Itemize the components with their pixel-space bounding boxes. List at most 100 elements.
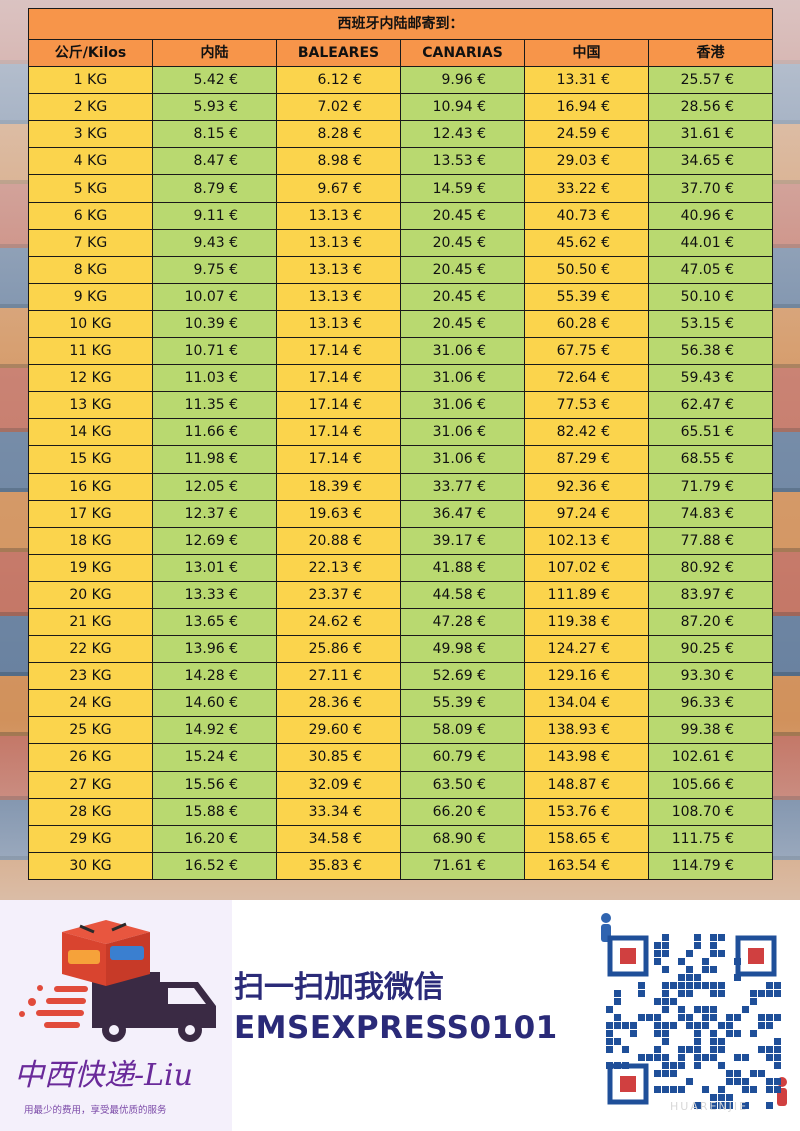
delivery-truck-icon [19,920,216,1042]
price-cell: 31.06 € [400,391,525,420]
weight-cell: 26 KG [28,743,153,772]
price-cell: 14.92 € [152,716,277,745]
weight-cell: 13 KG [28,391,153,420]
price-cell: 20.88 € [276,526,401,555]
price-cell: 37.70 € [647,174,774,203]
table-row: 17 KG 12.37 €19.63 €36.47 €97.24 €74.83 € [28,499,774,528]
header-china: 中国 [524,38,649,68]
price-cell: 119.38 € [524,607,649,637]
price-cell: 8.98 € [276,147,401,176]
weight-cell: 16 KG [28,472,153,501]
price-cell: 72.64 € [524,364,649,393]
price-cell: 143.98 € [524,743,649,772]
table-title: 西班牙内陆邮寄到： [27,8,774,40]
price-cell: 8.15 € [152,120,277,149]
price-cell: 158.65 € [524,824,649,853]
price-cell: 7.02 € [276,93,401,122]
price-cell: 20.45 € [400,282,525,311]
table-row: 21 KG 13.65 €24.62 €47.28 €119.38 €87.20 … [28,607,774,637]
weight-cell: 25 KG [28,716,153,745]
wechat-prompt: 扫一扫加我微信 [234,970,444,1005]
weight-cell: 24 KG [28,689,153,718]
price-cell: 33.34 € [276,797,401,826]
table-row: 12 KG 11.03 €17.14 €31.06 €72.64 €59.43 € [28,364,774,393]
price-cell: 10.39 € [152,309,277,339]
price-cell: 114.79 € [647,851,774,880]
price-cell: 13.13 € [276,282,401,311]
weight-cell: 6 KG [28,201,153,230]
qr-watermark: HUARENJIE [670,1100,749,1113]
price-cell: 17.14 € [276,337,401,366]
table-row: 23 KG 14.28 €27.11 €52.69 €129.16 €93.30 … [28,662,774,691]
qr-code-icon[interactable] [592,910,792,1120]
price-cell: 77.88 € [647,526,774,555]
price-cell: 153.76 € [524,797,649,826]
price-cell: 93.30 € [647,662,774,691]
price-cell: 14.28 € [152,662,277,691]
price-cell: 34.65 € [647,147,774,176]
price-cell: 31.06 € [400,364,525,393]
table-row: 5 KG 8.79 €9.67 €14.59 €33.22 €37.70 € [28,174,774,203]
price-cell: 16.52 € [152,851,277,880]
weight-cell: 9 KG [28,282,153,311]
price-cell: 13.13 € [276,255,401,284]
price-cell: 96.33 € [647,689,774,718]
price-cell: 31.06 € [400,337,525,366]
price-cell: 50.10 € [647,282,774,311]
price-cell: 56.38 € [647,337,774,366]
price-cell: 102.61 € [647,743,774,772]
weight-cell: 3 KG [28,120,153,149]
price-cell: 71.79 € [647,472,774,501]
price-cell: 28.36 € [276,689,401,718]
price-cell: 16.20 € [152,824,277,853]
price-cell: 30.85 € [276,743,401,772]
price-cell: 33.22 € [524,174,649,203]
price-cell: 13.33 € [152,580,277,609]
table-row: 7 KG 9.43 €13.13 €20.45 €45.62 €44.01 € [28,228,774,257]
table-row: 19 KG 13.01 €22.13 €41.88 €107.02 €80.92 … [28,553,774,582]
price-cell: 19.63 € [276,499,401,528]
price-cell: 17.14 € [276,445,401,474]
price-cell: 13.13 € [276,201,401,230]
price-cell: 111.75 € [647,824,774,853]
price-cell: 47.05 € [647,255,774,284]
price-cell: 41.88 € [400,553,525,582]
table-row: 28 KG 15.88 €33.34 €66.20 €153.76 €108.70… [28,797,774,826]
price-cell: 60.28 € [524,309,649,339]
price-cell: 74.83 € [647,499,774,528]
weight-cell: 10 KG [28,309,153,339]
price-cell: 55.39 € [400,689,525,718]
price-cell: 99.38 € [647,716,774,745]
price-cell: 12.37 € [152,499,277,528]
price-cell: 13.96 € [152,635,277,664]
price-cell: 13.53 € [400,147,525,176]
table-row: 10 KG 10.39 €13.13 €20.45 €60.28 €53.15 € [28,309,774,339]
weight-cell: 14 KG [28,418,153,447]
price-cell: 22.13 € [276,553,401,582]
price-cell: 20.45 € [400,255,525,284]
price-cell: 11.03 € [152,364,277,393]
price-cell: 68.90 € [400,824,525,853]
table-row: 20 KG 13.33 €23.37 €44.58 €111.89 €83.97 … [28,580,774,609]
price-cell: 58.09 € [400,716,525,745]
price-cell: 14.60 € [152,689,277,718]
price-cell: 83.97 € [647,580,774,609]
price-cell: 20.45 € [400,201,525,230]
price-cell: 50.50 € [524,255,649,284]
price-cell: 11.35 € [152,391,277,420]
table-row: 13 KG 11.35 €17.14 €31.06 €77.53 €62.47 € [28,391,774,420]
price-cell: 59.43 € [647,364,774,393]
price-cell: 20.45 € [400,309,525,339]
table-body: 1 KG 5.42 €6.12 €9.96 €13.31 €25.57 €2 KG… [28,66,774,880]
header-kilos: 公斤/Kilos [28,38,153,68]
price-cell: 39.17 € [400,526,525,555]
price-cell: 44.58 € [400,580,525,609]
table-row: 2 KG 5.93 €7.02 €10.94 €16.94 €28.56 € [28,93,774,122]
price-cell: 5.42 € [152,66,277,95]
weight-cell: 29 KG [28,824,153,853]
price-cell: 35.83 € [276,851,401,880]
price-cell: 10.71 € [152,337,277,366]
weight-cell: 18 KG [28,526,153,555]
weight-cell: 17 KG [28,499,153,528]
weight-cell: 7 KG [28,228,153,257]
